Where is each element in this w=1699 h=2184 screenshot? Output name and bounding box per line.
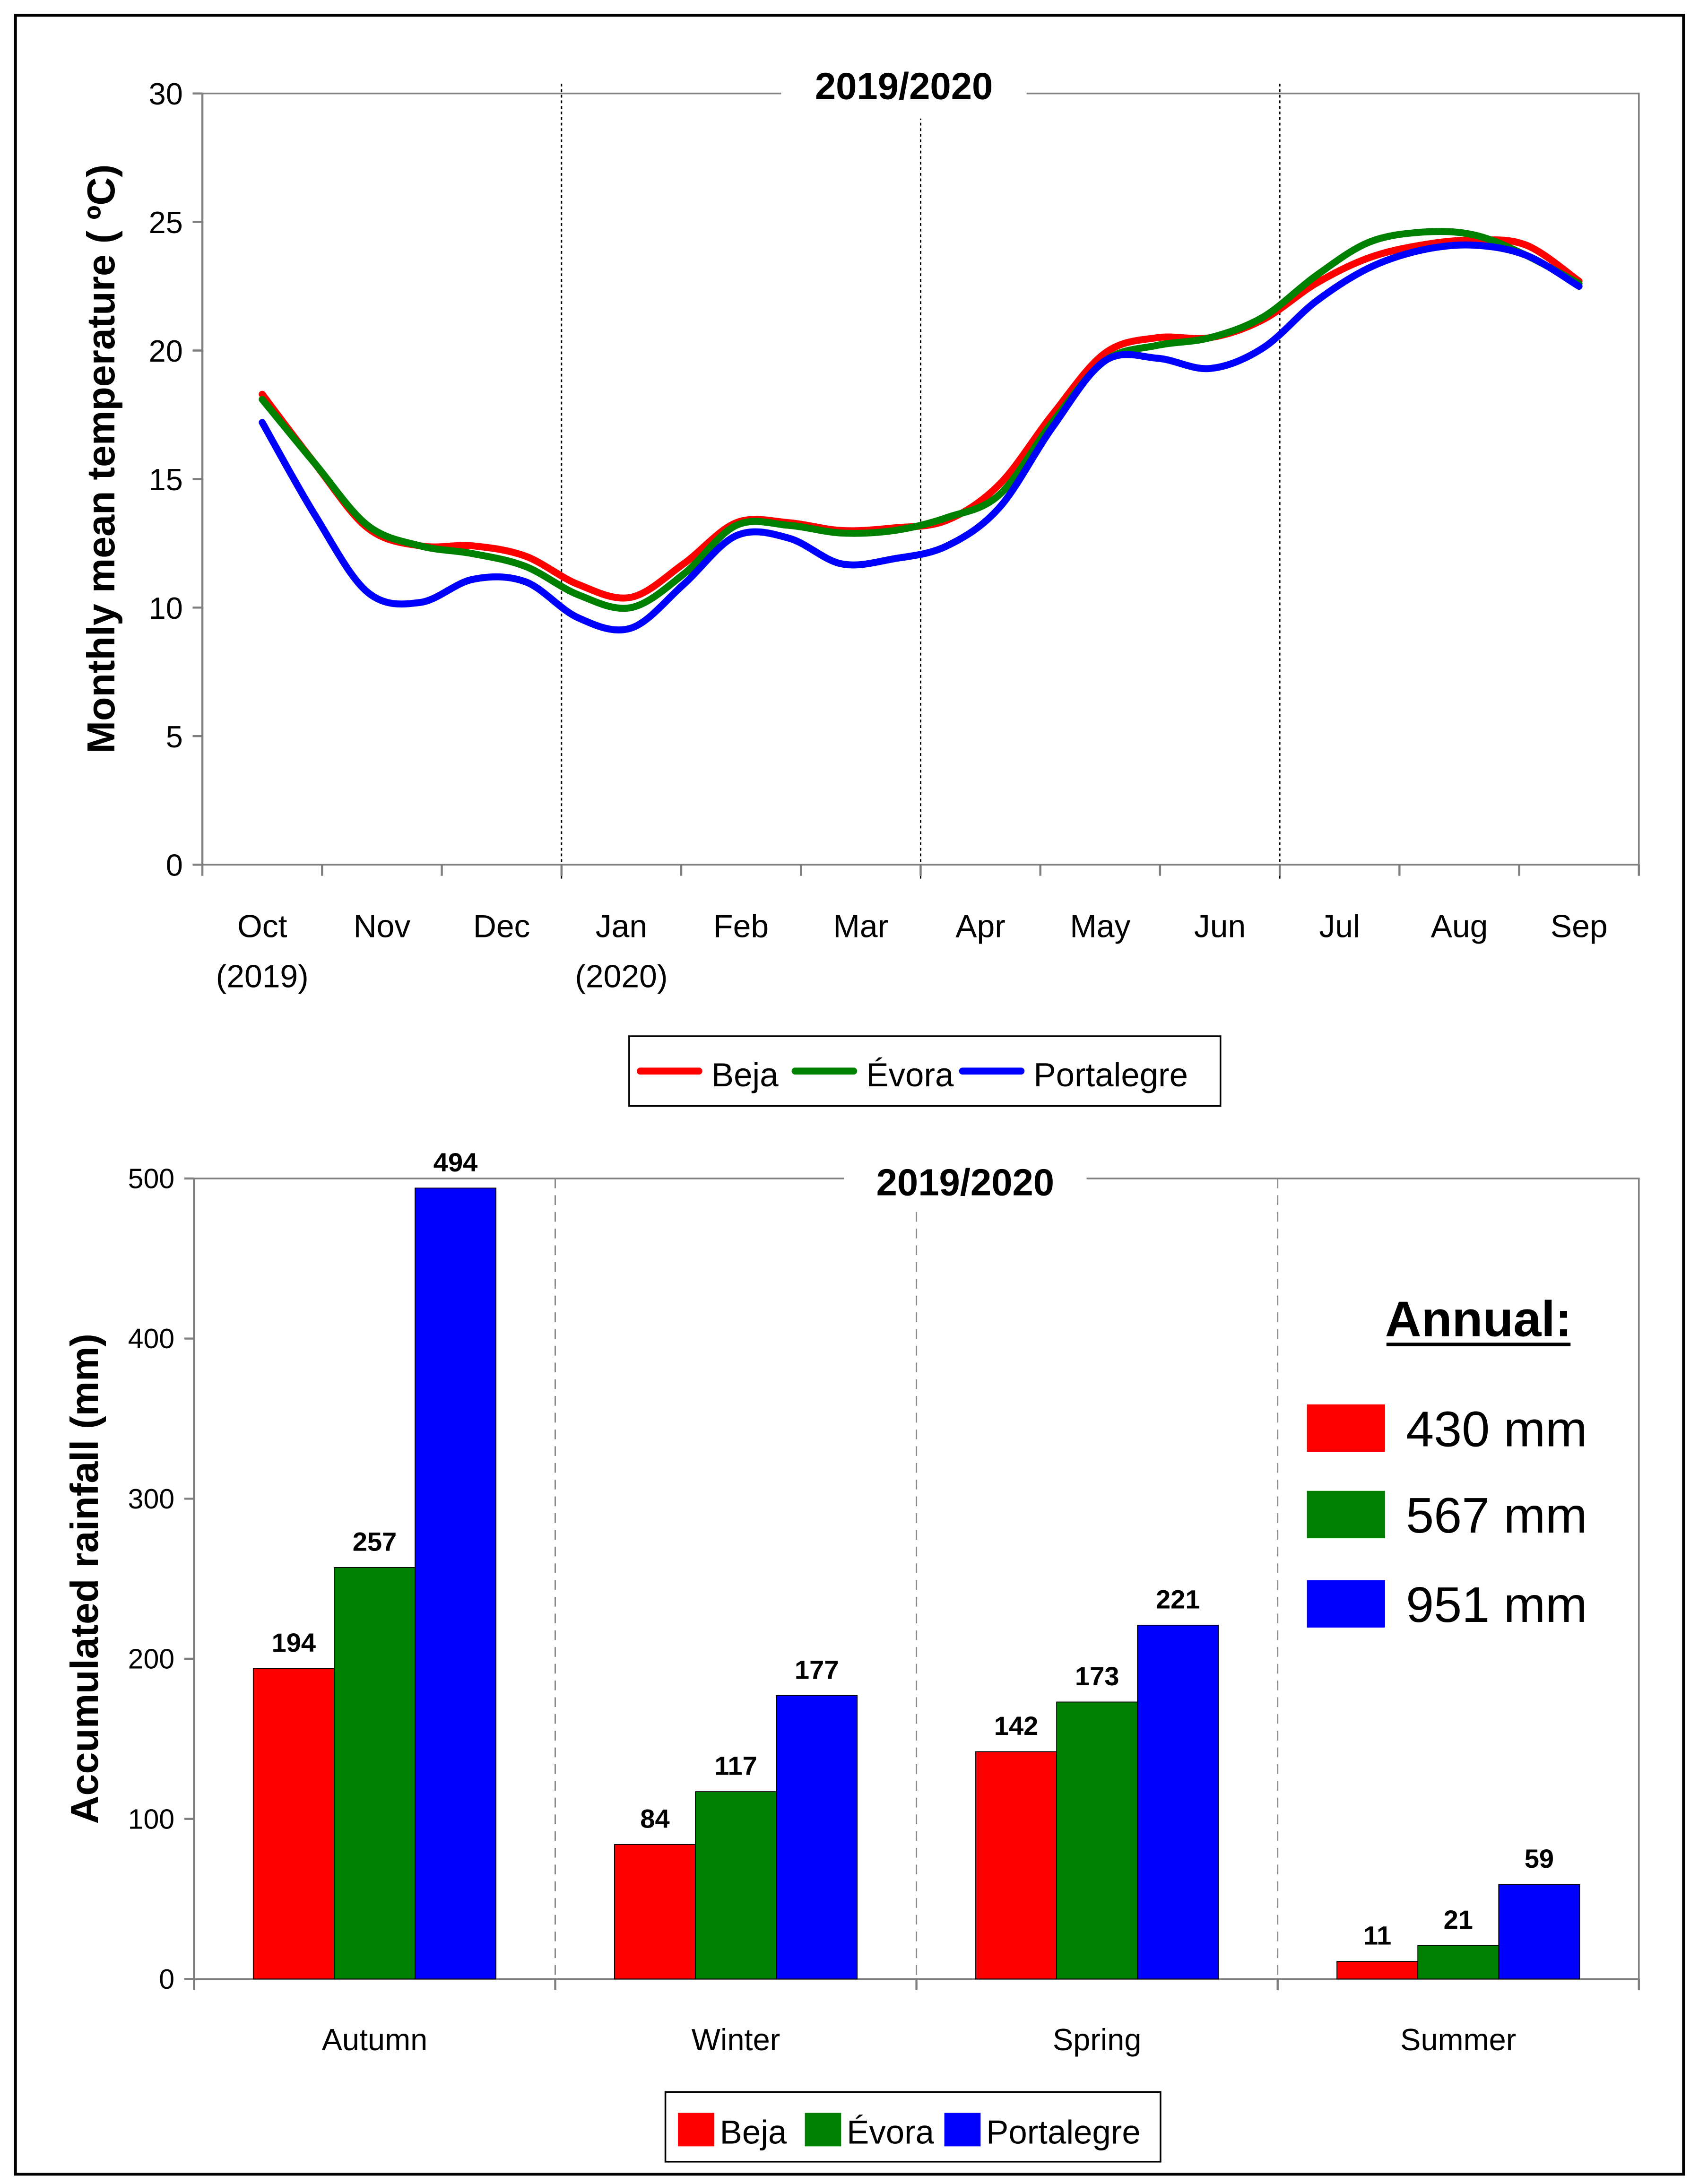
rainfall-legend-swatch-beja bbox=[678, 2113, 714, 2147]
temperature-chart-title: 2019/2020 bbox=[815, 65, 993, 107]
annual-heading: Annual: bbox=[1385, 1291, 1572, 1347]
rainfall-bar-beja bbox=[1336, 1961, 1419, 1980]
temperature-x-tick-label: Jul bbox=[1319, 909, 1360, 945]
temperature-x-tick-label: Oct bbox=[237, 909, 287, 945]
rainfall-legend-label-evora: Évora bbox=[847, 2114, 935, 2151]
rainfall-bar-portalegre bbox=[1137, 1624, 1219, 1980]
rainfall-y-axis: 0 100 200 300 400 500 bbox=[128, 1163, 195, 1995]
rainfall-bar-value-label: 59 bbox=[1525, 1844, 1554, 1873]
rainfall-chart: 0 100 200 300 400 500 Autumn Winter Spring Summe… bbox=[62, 1147, 1640, 2163]
temperature-x-tick-label: Apr bbox=[955, 909, 1006, 945]
rainfall-bar-evora bbox=[1417, 1945, 1500, 1980]
annual-totals: Annual: 430 mm 567 mm 951 mm bbox=[1307, 1291, 1587, 1633]
temperature-legend-label-beja: Beja bbox=[711, 1057, 779, 1094]
temperature-x-tick-label: Aug bbox=[1431, 909, 1488, 945]
rainfall-y-tick-label: 500 bbox=[128, 1163, 174, 1195]
rainfall-y-tick-label: 300 bbox=[128, 1483, 174, 1515]
rainfall-title-background bbox=[844, 1152, 1087, 1205]
rainfall-bar-value-label: 257 bbox=[353, 1527, 397, 1557]
rainfall-bar-value-label: 21 bbox=[1444, 1905, 1473, 1934]
annual-total-evora: 567 mm bbox=[1406, 1487, 1587, 1543]
rainfall-x-axis: Autumn Winter Spring Summer bbox=[193, 1979, 1640, 2057]
rainfall-legend-label-portalegre: Portalegre bbox=[986, 2114, 1141, 2151]
temperature-x-tick-label: Sep bbox=[1551, 909, 1608, 945]
rainfall-bar-portalegre bbox=[1498, 1884, 1580, 1980]
temperature-x-axis: Oct (2019) Nov Dec Jan (2020) Feb Mar Apr May Jun J… bbox=[201, 865, 1640, 995]
rainfall-bar-value-label: 117 bbox=[714, 1751, 757, 1781]
rainfall-x-tick-label: Winter bbox=[692, 2022, 780, 2057]
temperature-season-dividers bbox=[561, 84, 1281, 882]
rainfall-legend-label-beja: Beja bbox=[720, 2114, 787, 2151]
temperature-x-tick-label: Feb bbox=[713, 909, 769, 945]
rainfall-x-tick-label: Autumn bbox=[322, 2022, 428, 2057]
rainfall-bar-value-label: 177 bbox=[795, 1655, 839, 1684]
annual-swatch-beja bbox=[1307, 1404, 1385, 1452]
rainfall-legend-swatch-evora bbox=[805, 2113, 841, 2147]
temperature-line-portalegre bbox=[259, 241, 1583, 633]
temperature-y-tick-label: 0 bbox=[166, 848, 183, 883]
rainfall-bar-value-label: 194 bbox=[272, 1628, 316, 1657]
rainfall-bar-value-label: 494 bbox=[433, 1147, 478, 1177]
rainfall-bar-beja bbox=[975, 1751, 1057, 1980]
rainfall-legend-swatch-portalegre bbox=[944, 2113, 981, 2147]
temperature-x-tick-label: Jun bbox=[1194, 909, 1246, 945]
temperature-x-tick-label: May bbox=[1070, 909, 1130, 945]
rainfall-bar-portalegre bbox=[776, 1695, 858, 1980]
annual-swatch-evora bbox=[1307, 1491, 1385, 1539]
rainfall-bar-portalegre bbox=[415, 1187, 497, 1980]
temperature-chart: 0 5 10 15 20 25 30 Oct (2019) Nov Dec Jan (2020) Feb… bbox=[79, 65, 1640, 1107]
temperature-y-axis-label: Monthly mean temperature ( ºC) bbox=[79, 164, 123, 753]
rainfall-bar-beja bbox=[614, 1844, 696, 1980]
rainfall-y-axis-label: Accumulated rainfall (mm) bbox=[62, 1334, 106, 1824]
rainfall-y-tick-label: 100 bbox=[128, 1803, 174, 1835]
rainfall-bar-value-label: 142 bbox=[994, 1711, 1039, 1741]
temperature-x-tick-sublabel: (2020) bbox=[575, 959, 667, 995]
temperature-y-tick-label: 30 bbox=[149, 77, 183, 111]
rainfall-bar-evora bbox=[334, 1567, 416, 1980]
temperature-legend-label-evora: Évora bbox=[866, 1057, 954, 1094]
rainfall-bar-value-label: 221 bbox=[1156, 1584, 1200, 1614]
temperature-x-tick-label: Dec bbox=[473, 909, 530, 945]
annual-swatch-portalegre bbox=[1307, 1580, 1385, 1628]
temperature-y-tick-label: 20 bbox=[149, 334, 183, 368]
temperature-y-tick-label: 10 bbox=[149, 591, 183, 625]
temperature-y-tick-label: 5 bbox=[166, 719, 183, 754]
rainfall-legend: Beja Évora Portalegre bbox=[664, 2091, 1162, 2163]
temperature-y-tick-label: 15 bbox=[149, 462, 183, 497]
rainfall-y-tick-label: 400 bbox=[128, 1323, 174, 1354]
temperature-legend: Beja Évora Portalegre bbox=[628, 1035, 1222, 1107]
annual-total-beja: 430 mm bbox=[1406, 1401, 1587, 1457]
temperature-line-evora bbox=[259, 228, 1583, 612]
temperature-plot-area bbox=[201, 92, 1640, 866]
temperature-series bbox=[259, 228, 1583, 633]
rainfall-bars: 194 257 494 84 117 177 142 173 221 11 21 59 bbox=[252, 1147, 1580, 1980]
rainfall-bar-value-label: 84 bbox=[640, 1803, 669, 1833]
rainfall-bar-value-label: 173 bbox=[1075, 1661, 1119, 1691]
rainfall-y-tick-label: 200 bbox=[128, 1644, 174, 1675]
temperature-x-tick-label: Jan bbox=[596, 909, 647, 945]
annual-total-portalegre: 951 mm bbox=[1406, 1577, 1587, 1633]
temperature-legend-label-portalegre: Portalegre bbox=[1033, 1057, 1188, 1094]
temperature-x-tick-sublabel: (2019) bbox=[216, 959, 309, 995]
rainfall-x-tick-label: Spring bbox=[1053, 2022, 1142, 2057]
rainfall-y-tick-label: 0 bbox=[159, 1964, 174, 1995]
rainfall-bar-evora bbox=[695, 1791, 777, 1980]
annual-entries: 430 mm 567 mm 951 mm bbox=[1307, 1401, 1587, 1633]
temperature-y-axis: 0 5 10 15 20 25 30 bbox=[149, 77, 204, 883]
rainfall-bar-value-label: 11 bbox=[1363, 1921, 1391, 1950]
rainfall-chart-title: 2019/2020 bbox=[876, 1161, 1054, 1203]
rainfall-legend-box bbox=[664, 2091, 1162, 2163]
temperature-legend-box bbox=[628, 1035, 1222, 1107]
rainfall-bar-beja bbox=[252, 1668, 335, 1980]
temperature-x-tick-label: Nov bbox=[354, 909, 411, 945]
temperature-x-tick-label: Mar bbox=[833, 909, 888, 945]
rainfall-x-tick-label: Summer bbox=[1400, 2022, 1516, 2057]
rainfall-bar-evora bbox=[1056, 1701, 1138, 1980]
temperature-y-tick-label: 25 bbox=[149, 205, 183, 240]
temperature-title-background bbox=[781, 65, 1027, 119]
